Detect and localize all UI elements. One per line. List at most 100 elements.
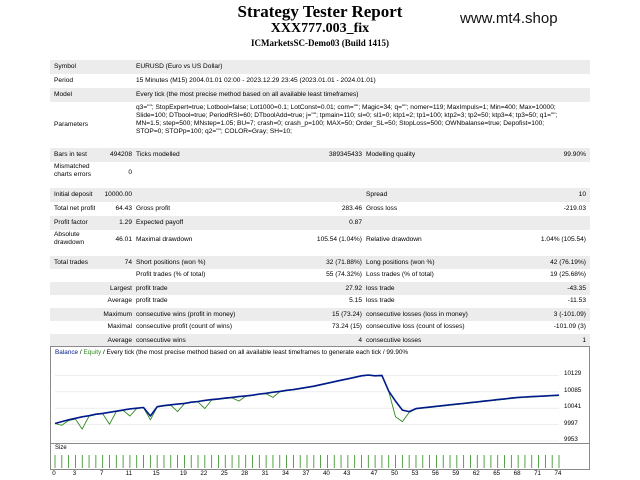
model-label: Model (54, 91, 72, 98)
row-largest: Largest profit trade 27.92 loss trade -4… (50, 282, 590, 295)
x-tick-label: 25 (220, 470, 228, 477)
size-bar (61, 455, 63, 468)
maximal-consecutive-loss-value: -101.09 (3) (553, 323, 586, 330)
largest-loss-value: -43.35 (567, 285, 586, 292)
x-tick-label: 19 (179, 470, 187, 477)
expected-payoff-label: Expected payoff (136, 219, 184, 226)
x-tick-label: 7 (99, 470, 104, 477)
profit-trades-value: 55 (74.32%) (326, 271, 362, 278)
average-profit-label: profit trade (136, 297, 168, 304)
x-tick-label: 22 (200, 470, 208, 477)
average-consecutive-label: Average (107, 337, 132, 344)
average-label: Average (107, 297, 132, 304)
size-bar (544, 455, 546, 468)
size-bar (156, 455, 158, 468)
row-bars: Bars in test 494208 Ticks modelled 38934… (50, 148, 590, 162)
size-bar (279, 455, 281, 468)
max-consecutive-wins-value: 15 (73.24) (331, 311, 362, 318)
row-average-consecutive: Average consecutive wins 4 consecutive l… (50, 334, 590, 347)
deposit-value: 10000.00 (104, 191, 132, 198)
largest-profit-value: 27.92 (345, 285, 362, 292)
equity-line (54, 374, 560, 430)
size-bar (483, 455, 485, 468)
model-value: Every tick (the most precise method base… (136, 91, 359, 98)
size-bar (286, 455, 287, 468)
y-tick-label: 9953 (564, 436, 578, 443)
size-bar (136, 455, 138, 468)
x-tick-label: 37 (302, 470, 310, 477)
size-bar (258, 455, 260, 468)
size-bar (490, 455, 492, 468)
maximal-consecutive-loss-label: consecutive loss (count of losses) (366, 323, 465, 330)
size-bar (238, 455, 240, 468)
period-value: 15 Minutes (M15) 2004.01.01 02:00 - 2023… (136, 77, 376, 84)
x-tick-labels: 0 3 7 11 15 19 22 25 28 31 34 37 40 43 47 50 53 56 59 62 65 6… (50, 470, 590, 480)
size-bar (449, 455, 451, 468)
size-bar (68, 455, 70, 468)
size-bar (265, 455, 267, 468)
mismatch-value: 0 (128, 169, 132, 176)
size-bar (538, 455, 539, 468)
deposit-label: Initial deposit (54, 191, 93, 198)
relative-drawdown-label: Relative drawdown (366, 236, 422, 243)
y-tick-label: 10041 (564, 403, 582, 411)
balance-line (54, 374, 560, 425)
size-bar (299, 455, 301, 468)
size-bar (163, 455, 165, 468)
size-bar (401, 455, 403, 468)
gross-profit-value: 283.46 (341, 205, 362, 212)
total-trades-label: Total trades (54, 259, 89, 266)
size-bar (129, 455, 131, 468)
total-trades-value: 74 (124, 259, 132, 266)
maximum-label: Maximum (103, 311, 132, 318)
size-bar (388, 455, 390, 468)
max-consecutive-wins-label: consecutive wins (profit in money) (136, 311, 236, 318)
average-consecutive-wins-label: consecutive wins (136, 337, 186, 344)
x-tick-label: 68 (513, 470, 521, 477)
size-svg (54, 455, 560, 468)
size-bar (456, 455, 458, 468)
average-consecutive-losses-label: consecutive losses (366, 337, 422, 344)
size-bar (115, 455, 117, 468)
ticks-label: Ticks modelled (136, 151, 180, 158)
row-average: Average profit trade 5.15 loss trade -11… (50, 295, 590, 308)
size-bar (224, 455, 226, 468)
size-bar (292, 455, 294, 468)
x-tick-label: 62 (472, 470, 480, 477)
relative-drawdown-value: 1.04% (105.54) (540, 236, 586, 243)
size-label: Size (55, 445, 67, 451)
y-tick-label: 9997 (564, 419, 578, 427)
absolute-drawdown-value: 46.01 (115, 236, 132, 243)
loss-trades-value: 19 (25.68%) (550, 271, 586, 278)
size-bar (184, 455, 185, 468)
balance-chart: Balance / Equity / Every tick (the most … (50, 346, 590, 480)
average-loss-label: loss trade (366, 297, 395, 304)
maximal-drawdown-label: Maximal drawdown (136, 236, 193, 243)
average-loss-value: -11.53 (567, 297, 586, 304)
row-period: Period 15 Minutes (M15) 2004.01.01 02:00… (50, 74, 590, 88)
server-name: ICMarketsSC-Demo03 (Build 1415) (251, 38, 389, 48)
row-model: Model Every tick (the most precise metho… (50, 88, 590, 102)
average-consecutive-losses-value: 1 (582, 337, 586, 344)
chart-caption: Balance / Equity / Every tick (the most … (55, 349, 408, 356)
row-profit-factor: Profit factor 1.29 Expected payoff 0.87 (50, 216, 590, 230)
maximal-drawdown-value: 105.54 (1.04%) (316, 236, 362, 243)
size-bar (88, 455, 90, 468)
size-bar (190, 455, 192, 468)
gross-loss-label: Gross loss (366, 205, 398, 212)
size-bar (436, 455, 437, 468)
expert-name: XXX777.003_fix (270, 21, 370, 36)
x-tick-label: 34 (282, 470, 290, 477)
caption-balance: Balance (55, 349, 79, 356)
x-tick-label: 3 (72, 470, 77, 477)
spread-label: Spread (366, 191, 388, 198)
x-tick-label: 53 (411, 470, 419, 477)
chart-plot-area: Balance / Equity / Every tick (the most … (50, 346, 590, 444)
row-deposit: Initial deposit 10000.00 Spread 10 (50, 188, 590, 202)
absolute-drawdown-label: Absolute drawdown (54, 231, 85, 246)
largest-profit-label: profit trade (136, 285, 168, 292)
size-bar (122, 455, 124, 468)
size-bar (143, 455, 144, 468)
size-bar (367, 455, 369, 468)
parameters-label: Parameters (54, 121, 89, 128)
